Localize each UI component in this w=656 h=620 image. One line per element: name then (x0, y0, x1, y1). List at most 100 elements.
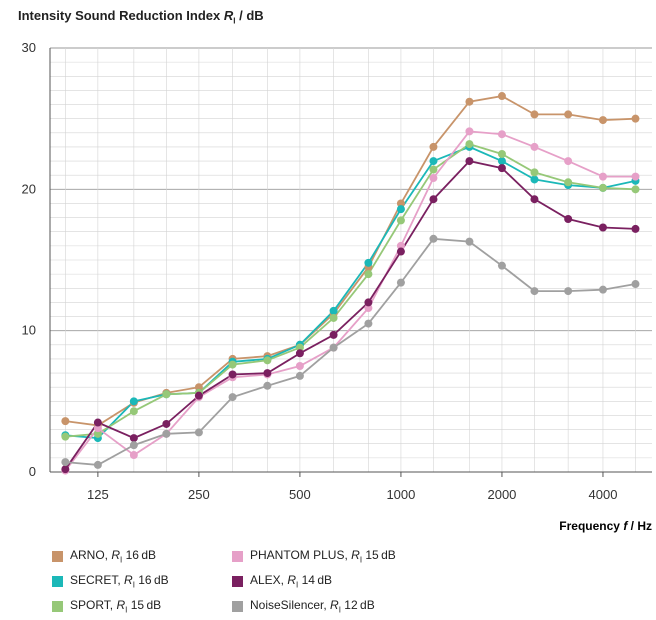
data-point (564, 287, 573, 296)
legend-item: SPORT, RI 15 dB (52, 598, 161, 614)
series-line-noisesilencer (65, 237, 636, 466)
legend-label: ARNO, RI 16 dB (70, 548, 157, 565)
y-tick-label: 0 (29, 464, 36, 479)
data-point (598, 183, 607, 192)
data-point (194, 391, 203, 400)
legend-label: ALEX, RI 14 dB (250, 573, 333, 590)
data-point (129, 451, 138, 460)
data-point (429, 142, 438, 151)
data-point (295, 362, 304, 370)
chart-title: Intensity Sound Reduction Index RI / dB (18, 8, 264, 26)
x-tick-label: 1000 (386, 487, 415, 502)
data-point (295, 343, 304, 352)
data-point (129, 434, 138, 443)
data-point (598, 285, 607, 294)
series-line-phantom-plus (64, 130, 636, 472)
data-points (61, 92, 640, 475)
data-point (631, 224, 640, 233)
data-point (465, 237, 474, 246)
axes (49, 48, 652, 473)
data-point (396, 241, 405, 250)
data-point (228, 393, 237, 402)
data-point (61, 417, 70, 426)
data-point (497, 157, 506, 166)
data-point (162, 419, 171, 428)
data-point (598, 172, 607, 181)
data-point (530, 175, 539, 184)
line-chart: 0 10 20 30 125 250 500 1000 2000 4000 Frequency f… (22, 40, 652, 533)
data-point (564, 215, 573, 224)
legend-swatch (52, 600, 63, 612)
data-point (497, 150, 506, 158)
data-point (129, 441, 138, 450)
legend-item: ARNO, RI 16 dB (52, 548, 156, 564)
legend-label: SECRET, RI 16 dB (70, 573, 169, 590)
data-point (564, 110, 573, 119)
data-point (396, 278, 405, 287)
data-point (396, 247, 405, 256)
data-point (329, 313, 338, 322)
data-point (61, 465, 70, 474)
data-point (329, 330, 338, 339)
legend: ARNO, RI 16 dB SECRET, RI 16 dB SPORT, RI … (52, 548, 652, 618)
data-point (364, 258, 373, 267)
x-tick-label: 250 (188, 487, 210, 502)
data-point (631, 280, 640, 289)
legend-item: PHANTOM PLUS, RI 15 dB (232, 548, 396, 564)
data-point (465, 140, 474, 149)
data-point (465, 97, 474, 106)
data-point (364, 298, 373, 307)
data-point (162, 429, 171, 438)
data-point (564, 157, 573, 166)
data-point (497, 164, 506, 173)
series-line-arno (65, 95, 636, 427)
x-axis-label: Frequency f / Hz (559, 519, 652, 533)
data-point (429, 165, 438, 174)
legend-swatch (232, 600, 243, 612)
data-point (61, 432, 70, 441)
legend-label: NoiseSilencer, RI 12 dB (250, 598, 375, 615)
legend-swatch (232, 550, 243, 562)
x-tick-label: 125 (87, 487, 109, 502)
data-point (497, 130, 506, 139)
data-point (396, 205, 405, 214)
data-point (129, 397, 138, 406)
series-lines (64, 95, 636, 472)
legend-item: NoiseSilencer, RI 12 dB (232, 598, 375, 614)
data-point (598, 223, 607, 232)
data-point (61, 458, 70, 467)
legend-label: PHANTOM PLUS, RI 15 dB (250, 548, 396, 565)
x-tick-label: 500 (289, 487, 311, 502)
data-point (194, 428, 203, 437)
data-point (497, 92, 506, 101)
data-point (162, 390, 171, 399)
data-point (429, 195, 438, 204)
data-point (530, 110, 539, 119)
data-point (364, 304, 373, 313)
legend-item: SECRET, RI 16 dB (52, 573, 169, 589)
data-point (429, 234, 438, 243)
data-point (396, 216, 405, 225)
data-point (530, 142, 539, 151)
data-point (329, 306, 338, 315)
data-point (129, 407, 138, 416)
data-point (228, 370, 237, 379)
legend-item: ALEX, RI 14 dB (232, 573, 332, 589)
legend-swatch (52, 550, 63, 562)
series-line-sport (65, 143, 636, 438)
data-point (465, 157, 474, 166)
data-point (564, 178, 573, 187)
data-point (93, 418, 102, 427)
y-tick-label: 20 (22, 181, 36, 196)
data-point (329, 343, 338, 352)
data-point (631, 185, 640, 194)
data-point (93, 460, 102, 469)
data-point (465, 127, 474, 136)
tick-labels: 0 10 20 30 125 250 500 1000 2000 4000 (22, 40, 618, 502)
data-point (530, 168, 539, 177)
data-point (93, 429, 102, 438)
y-tick-label: 30 (22, 40, 36, 55)
data-point (295, 371, 304, 380)
data-point (497, 261, 506, 270)
data-point (396, 199, 405, 208)
